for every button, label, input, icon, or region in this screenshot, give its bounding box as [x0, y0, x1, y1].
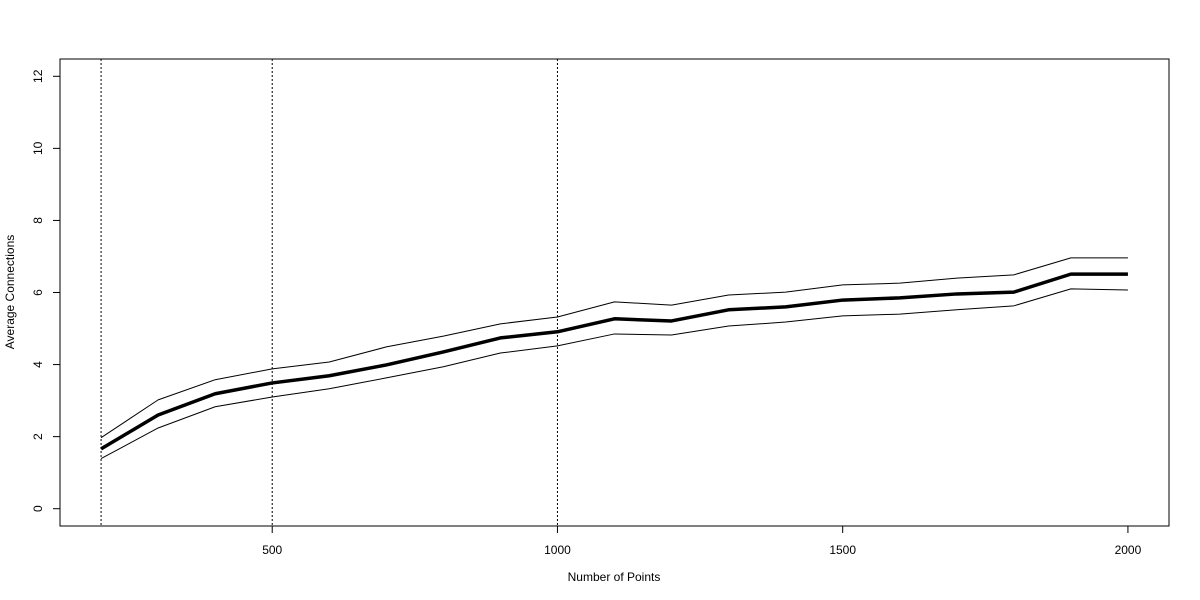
- data-line: [100, 288, 1128, 460]
- y-tick-label: 10: [31, 141, 45, 155]
- data-line: [100, 272, 1128, 451]
- y-tick-label: 0: [31, 505, 45, 512]
- y-tick-label: 8: [31, 217, 45, 224]
- x-axis-title: Number of Points: [568, 570, 661, 584]
- x-tick-label: 1500: [829, 543, 856, 557]
- y-axis-title: Average Connections: [3, 235, 17, 350]
- data-line: [100, 257, 1128, 439]
- y-tick-label: 12: [31, 69, 45, 83]
- x-tick-label: 2000: [1115, 543, 1142, 557]
- y-tick-label: 6: [31, 289, 45, 296]
- y-tick-label: 2: [31, 433, 45, 440]
- x-tick-label: 1000: [544, 543, 571, 557]
- y-tick-label: 4: [31, 361, 45, 368]
- x-tick-label: 500: [262, 543, 282, 557]
